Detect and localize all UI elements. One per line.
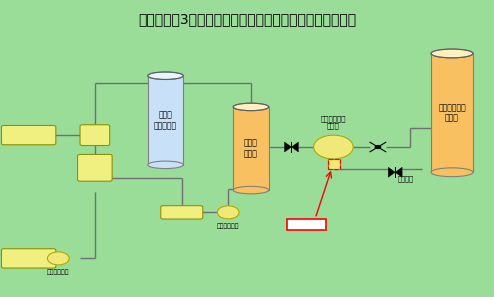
Text: 伊方発電所3号機　ほう酸濃縮液ポンプまわり系統概略図: 伊方発電所3号機 ほう酸濃縮液ポンプまわり系統概略図 <box>138 12 356 26</box>
Text: P: P <box>333 146 334 148</box>
FancyBboxPatch shape <box>80 125 110 146</box>
Text: １次冷却系より
（抽出ライン）: １次冷却系より （抽出ライン） <box>15 129 42 141</box>
Text: １次系
純水タンク: １次系 純水タンク <box>154 110 177 130</box>
Text: 体積
制御
タンク: 体積 制御 タンク <box>88 157 101 179</box>
Text: ほう酸調整器: ほう酸調整器 <box>170 210 193 215</box>
Text: ほう酸濃縮液
タンク: ほう酸濃縮液 タンク <box>438 103 466 123</box>
Text: P: P <box>58 258 59 259</box>
Text: 当該箇所: 当該箇所 <box>295 220 317 229</box>
Text: 充てんポンプ: 充てんポンプ <box>47 269 70 275</box>
Text: ほう酸ポンプ: ほう酸ポンプ <box>217 223 240 229</box>
Circle shape <box>47 252 69 265</box>
Text: ドレン弁: ドレン弁 <box>398 176 414 182</box>
Bar <box>328 159 340 169</box>
FancyBboxPatch shape <box>1 249 56 268</box>
Text: 浄化
装置: 浄化 装置 <box>90 128 99 142</box>
Polygon shape <box>388 167 395 177</box>
Circle shape <box>314 135 353 159</box>
Circle shape <box>217 206 239 219</box>
Text: ほう酸
タンク: ほう酸 タンク <box>244 139 258 158</box>
Text: ほう酸濃縮液
ポンプ: ほう酸濃縮液 ポンプ <box>321 115 346 129</box>
Ellipse shape <box>431 49 473 58</box>
Polygon shape <box>395 167 402 177</box>
Bar <box>287 219 326 230</box>
Polygon shape <box>285 142 291 152</box>
Ellipse shape <box>233 103 269 111</box>
FancyBboxPatch shape <box>161 206 203 219</box>
Bar <box>431 53 473 172</box>
Text: P: P <box>228 212 229 213</box>
Bar <box>233 107 269 190</box>
Ellipse shape <box>148 72 183 80</box>
Ellipse shape <box>233 186 269 194</box>
Bar <box>328 159 340 169</box>
Polygon shape <box>291 142 298 152</box>
FancyBboxPatch shape <box>1 125 56 145</box>
Ellipse shape <box>148 161 183 169</box>
Bar <box>148 76 183 165</box>
FancyBboxPatch shape <box>78 154 112 181</box>
Ellipse shape <box>431 168 473 177</box>
Text: １次冷却系へ
（充てんライン）: １次冷却系へ （充てんライン） <box>14 252 43 264</box>
Circle shape <box>375 145 381 149</box>
